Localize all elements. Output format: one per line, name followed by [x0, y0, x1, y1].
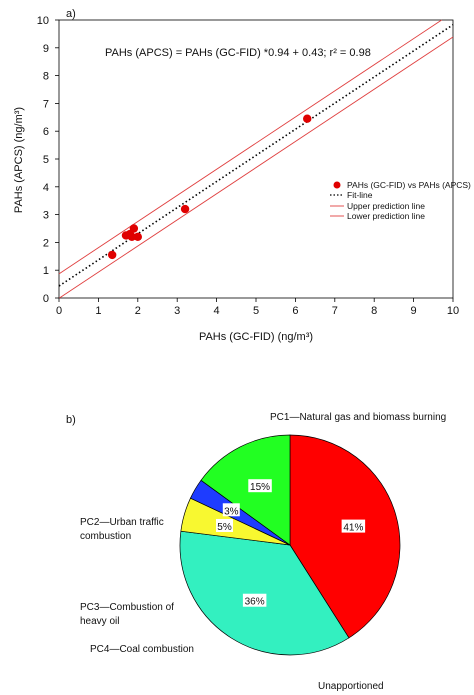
data-point: [129, 224, 139, 233]
percent-label: 5%: [217, 522, 232, 533]
legend: PAHs (GC-FID) vs PAHs (APCS) Fit-line Up…: [330, 180, 471, 221]
data-point: [133, 232, 142, 242]
y-tick-label: 5: [43, 154, 49, 166]
axis-ticks: 0 1 2 3 4 5 6 7 8 9 10 0 1 2 3 4 5 6 7 8 9 10: [37, 15, 459, 317]
fit-line: [58, 24, 454, 287]
y-tick-label: 1: [43, 265, 49, 277]
x-tick-label: 2: [135, 305, 141, 317]
percent-label-box: [242, 593, 267, 607]
pie-slice-pc1: [289, 434, 401, 639]
legend-entry-fit-line: Fit-line: [347, 190, 373, 200]
percent-label-box: [341, 519, 366, 533]
pie-panel: b) 41% 36% 5% 3% 15% PC1—Natural gas and bio…: [66, 412, 446, 692]
x-tick-label: 0: [56, 305, 62, 317]
fit-and-prediction-lines: [58, 19, 454, 299]
plot-frame: [58, 19, 454, 299]
pie-slice-pc2: [200, 434, 291, 546]
scatter-panel: 0 1 2 3 4 5 6 7 8 9 10 0 1 2 3 4 5 6 7 8 9 10 a) PAHs (APCS) …: [13, 8, 471, 343]
pie-slice-unapportioned: [179, 530, 350, 656]
y-tick-label: 2: [43, 237, 49, 249]
slice-label-pc3: PC3—Combustion of heavy oil: [80, 602, 177, 627]
y-tick-label: 4: [43, 182, 49, 194]
regression-equation: PAHs (APCS) = PAHs (GC-FID) *0.94 + 0.43…: [105, 47, 371, 59]
slice-label-pc2: PC2—Urban traffic combustion: [80, 517, 167, 542]
x-tick-label: 7: [332, 305, 338, 317]
pie-slices: [179, 434, 401, 656]
y-tick-label: 10: [37, 15, 49, 27]
x-tick-label: 3: [174, 305, 180, 317]
x-axis-label: PAHs (GC-FID) (ng/m³): [199, 331, 313, 343]
legend-swatch-points: [333, 181, 341, 189]
x-tick-label: 6: [292, 305, 298, 317]
percent-label-box: [248, 479, 272, 493]
data-point: [303, 114, 312, 123]
panel-label-a: a): [66, 8, 76, 20]
upper-prediction-line: [58, 19, 442, 275]
lower-prediction-line: [59, 36, 454, 299]
slice-label-unapportioned: Unapportioned: [318, 681, 384, 692]
x-tick-label: 8: [371, 305, 377, 317]
slice-label-pc1: PC1—Natural gas and biomass burning: [270, 412, 446, 423]
data-points: [107, 114, 312, 260]
percent-label-box: [216, 518, 234, 532]
pie-percent-labels: 41% 36% 5% 3% 15%: [216, 479, 366, 608]
legend-entry-points: PAHs (GC-FID) vs PAHs (APCS): [347, 180, 471, 190]
data-point: [180, 204, 190, 214]
y-tick-label: 7: [43, 98, 49, 110]
slice-label-pc4: PC4—Coal combustion: [90, 644, 194, 655]
panel-label-b: b): [66, 414, 76, 426]
x-tick-label: 4: [214, 305, 220, 317]
y-tick-label: 3: [43, 210, 49, 222]
legend-entry-lower-line: Lower prediction line: [347, 211, 425, 221]
x-tick-label: 1: [95, 305, 101, 317]
percent-label: 41%: [343, 523, 363, 534]
x-tick-label: 9: [411, 305, 417, 317]
y-tick-label: 0: [43, 293, 49, 305]
y-tick-label: 9: [43, 43, 49, 55]
x-tick-label: 10: [447, 305, 459, 317]
x-tick-label: 5: [253, 305, 259, 317]
percent-label-box: [222, 503, 240, 517]
percent-label: 15%: [250, 482, 270, 493]
percent-label: 36%: [245, 597, 265, 608]
data-point: [107, 250, 117, 260]
percent-label: 3%: [224, 506, 239, 517]
data-point: [127, 232, 137, 242]
y-axis-label: PAHs (APCS) (ng/m³): [13, 107, 25, 213]
y-tick-label: 6: [43, 126, 49, 138]
legend-entry-upper-line: Upper prediction line: [347, 201, 425, 211]
y-tick-label: 8: [43, 71, 49, 83]
